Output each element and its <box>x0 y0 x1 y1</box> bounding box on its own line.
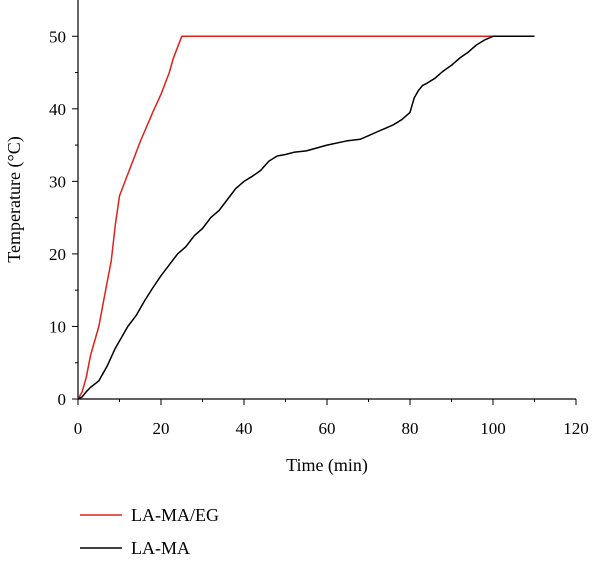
y-axis: 0 10 20 30 40 50 <box>49 27 78 409</box>
x-tick-label: 60 <box>319 419 336 438</box>
legend-label-la-ma: LA-MA <box>131 538 190 558</box>
y-tick-label: 40 <box>49 100 66 119</box>
x-tick-label: 100 <box>480 419 506 438</box>
legend: LA-MA/EG LA-MA <box>80 505 219 558</box>
y-tick-label: 0 <box>58 390 67 409</box>
x-tick-label: 0 <box>74 419 83 438</box>
x-tick-label: 20 <box>153 419 170 438</box>
x-axis: 0 20 40 60 80 100 120 <box>74 399 589 438</box>
x-tick-label: 40 <box>236 419 253 438</box>
y-tick-label: 30 <box>49 172 66 191</box>
x-axis-title: Time (min) <box>286 455 368 476</box>
x-tick-label: 80 <box>402 419 419 438</box>
y-tick-label: 10 <box>49 317 66 336</box>
x-tick-label: 120 <box>563 419 589 438</box>
legend-label-la-ma-eg: LA-MA/EG <box>131 505 219 525</box>
y-tick-label: 50 <box>49 27 66 46</box>
plot-frame <box>77 0 576 400</box>
series-line-la-ma-eg <box>77 35 493 400</box>
series-layer <box>77 35 535 400</box>
y-axis-title: Temperature (°C) <box>4 136 25 262</box>
y-tick-label: 20 <box>49 245 66 264</box>
series-line-la-ma <box>77 35 535 400</box>
